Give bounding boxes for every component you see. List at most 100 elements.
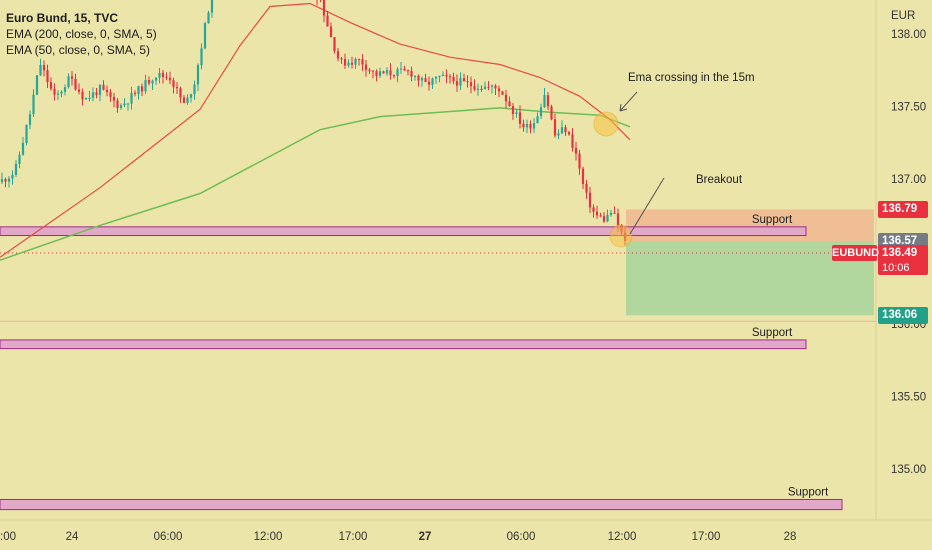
target-price-badge: 136.06 xyxy=(878,307,928,325)
candle-body xyxy=(189,94,193,98)
candle-body xyxy=(53,88,56,95)
candle-body xyxy=(588,192,592,208)
candle-body xyxy=(116,100,119,108)
support-label-2: Support xyxy=(752,327,793,339)
candle-body xyxy=(18,154,21,164)
candle-body xyxy=(529,123,532,129)
candle-body xyxy=(511,106,515,114)
candle-body xyxy=(39,65,42,76)
candle-body xyxy=(91,92,95,98)
ema-cross-arrow xyxy=(619,91,638,112)
time-tick-label: 27 xyxy=(419,531,432,543)
candle-body xyxy=(455,81,459,86)
candle-body xyxy=(532,123,536,129)
time-tick-label: 12:00 xyxy=(608,531,637,543)
candle-body xyxy=(165,77,168,79)
candle-body xyxy=(350,62,354,65)
candle-body xyxy=(375,71,378,76)
candle-body xyxy=(175,87,179,89)
symbol-label: EUBUND xyxy=(832,245,880,261)
candle-body xyxy=(179,88,182,98)
candle-body xyxy=(168,77,172,81)
candle-body xyxy=(613,212,616,214)
candle-body xyxy=(476,88,480,90)
candle-body xyxy=(112,96,116,101)
candle-body xyxy=(445,74,448,77)
candle-body xyxy=(410,70,413,77)
candle-body xyxy=(567,132,571,135)
candle-body xyxy=(508,101,511,107)
time-tick-label: 28 xyxy=(784,531,797,543)
symbol-title[interactable]: Euro Bund, 15, TVC xyxy=(6,11,119,25)
support-zone-2 xyxy=(0,339,807,350)
breakout-highlight xyxy=(609,224,633,248)
time-tick-label: 12:00 xyxy=(254,531,283,543)
candle-body xyxy=(382,71,385,74)
candle-body xyxy=(602,216,606,222)
candle-body xyxy=(490,85,494,87)
candle-body xyxy=(102,84,105,90)
candle-body xyxy=(518,112,522,124)
candle-body xyxy=(564,127,567,133)
candle-body xyxy=(7,178,11,182)
ema200-legend[interactable]: EMA (200, close, 0, SMA, 5) xyxy=(6,27,157,41)
candle-body xyxy=(137,86,140,95)
price-tick-label: 135.00 xyxy=(891,464,926,476)
candle-body xyxy=(74,78,77,90)
candle-body xyxy=(81,91,84,100)
support-label-1: Support xyxy=(752,214,793,226)
candle-body xyxy=(480,88,483,90)
support-label-3: Support xyxy=(788,486,829,498)
candle-body xyxy=(469,82,473,87)
ema50-legend[interactable]: EMA (50, close, 0, SMA, 5) xyxy=(6,43,151,57)
time-tick-label: 17:00 xyxy=(339,531,368,543)
last-price-value: 136.49 xyxy=(882,246,918,259)
candle-body xyxy=(126,103,130,105)
candle-body xyxy=(133,92,137,95)
candle-body xyxy=(329,26,333,38)
candle-body xyxy=(389,70,392,76)
candle-body xyxy=(466,81,469,83)
candle-body xyxy=(550,106,553,120)
candle-body xyxy=(14,163,18,175)
candle-body xyxy=(599,215,602,217)
candle-body xyxy=(560,127,564,134)
candle-body xyxy=(522,123,525,128)
time-tick-label: 06:00 xyxy=(154,531,183,543)
candle-body xyxy=(203,23,207,49)
candle-body xyxy=(553,119,557,136)
candles xyxy=(0,0,627,246)
candle-body xyxy=(448,76,452,78)
candle-body xyxy=(88,97,91,99)
candle-body xyxy=(336,51,340,59)
candle-body xyxy=(123,103,126,106)
candle-body xyxy=(504,94,508,102)
chart-legend: Euro Bund, 15, TVC EMA (200, close, 0, S… xyxy=(6,10,157,58)
candle-body xyxy=(333,37,336,52)
candle-body xyxy=(210,0,214,13)
time-tick-label: 17:00 xyxy=(692,531,721,543)
candle-body xyxy=(95,92,98,95)
candle-body xyxy=(326,15,329,27)
candle-body xyxy=(543,95,546,108)
currency-label: EUR xyxy=(891,10,915,22)
candle-body xyxy=(56,93,60,95)
candle-body xyxy=(371,70,375,72)
stop-loss-zone xyxy=(626,209,874,242)
candle-body xyxy=(193,84,196,95)
candle-body xyxy=(186,97,189,103)
candle-body xyxy=(378,71,382,76)
candle-body xyxy=(413,75,417,77)
candle-body xyxy=(0,179,4,182)
candle-body xyxy=(60,91,63,94)
candle-body xyxy=(147,80,151,84)
candle-body xyxy=(119,105,123,108)
candle-body xyxy=(403,68,406,71)
candle-body xyxy=(105,89,109,93)
candle-body xyxy=(557,133,560,136)
candle-body xyxy=(357,58,361,60)
candle-body xyxy=(536,116,539,124)
candle-body xyxy=(434,76,438,79)
